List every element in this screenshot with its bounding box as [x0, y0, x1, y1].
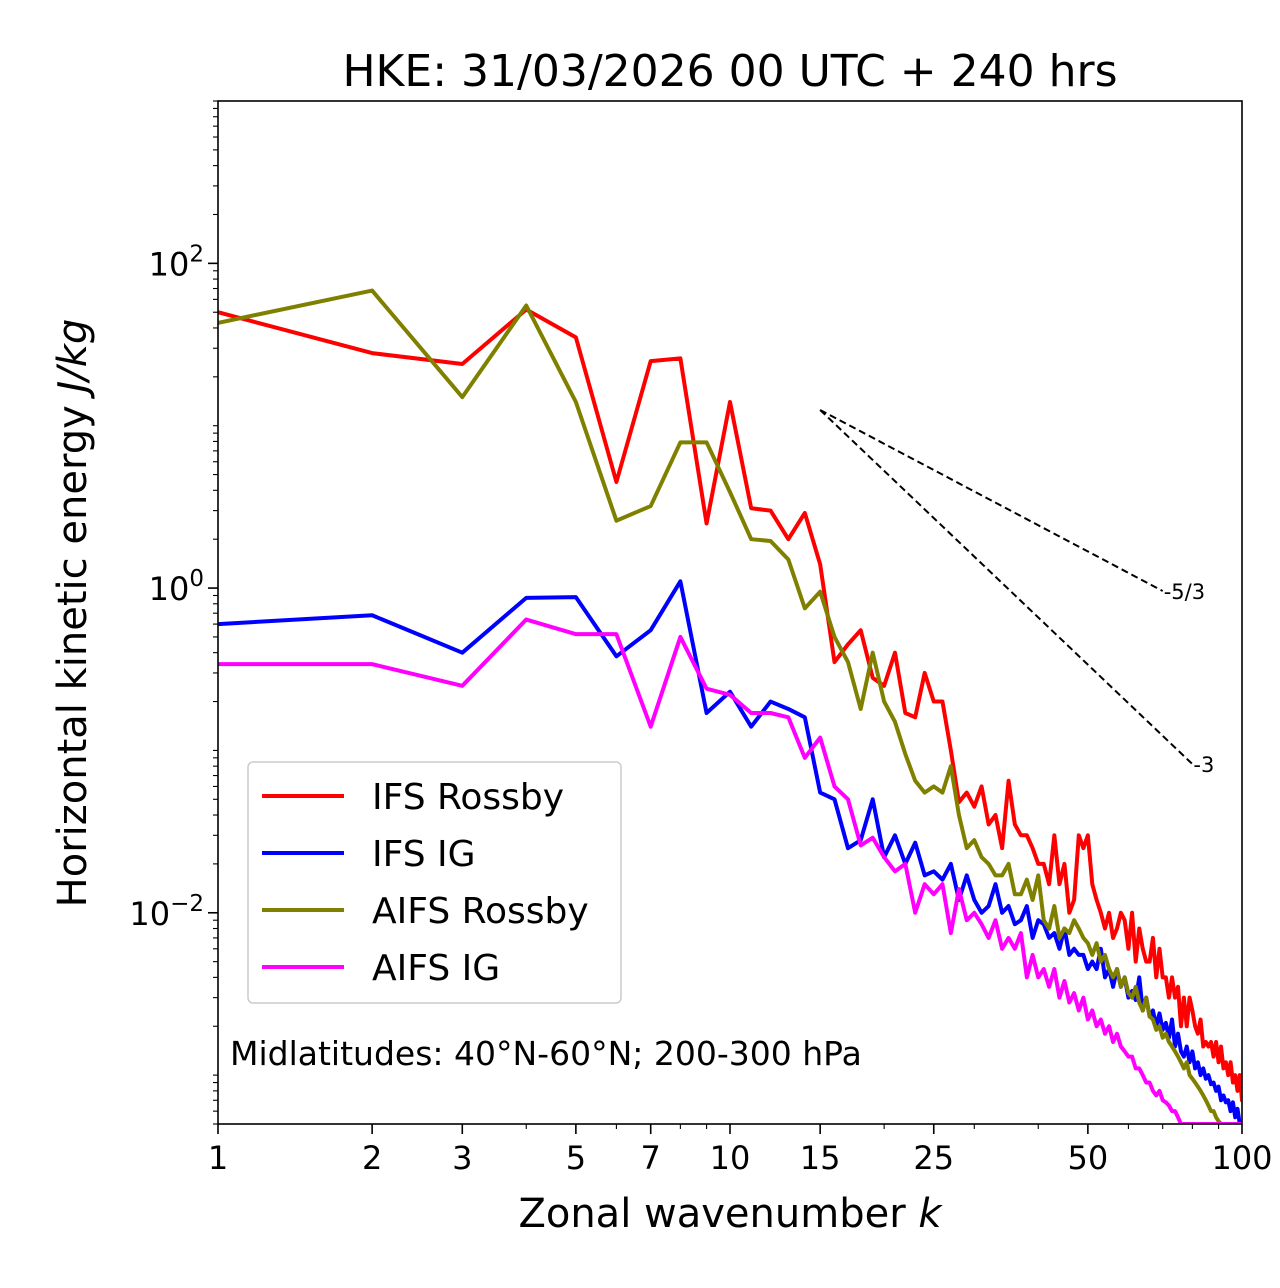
reference-slopes: -5/3 -3 [819, 409, 1214, 777]
y-axis-ticks: 102 100 10−2 [129, 100, 218, 1125]
reference-line-minus-three [819, 409, 1194, 765]
y-tick-label: 102 [149, 241, 204, 283]
x-axis-ticks: 1 2 3 5 7 10 15 25 50 100 [208, 1124, 1273, 1177]
x-tick-label: 25 [913, 1139, 954, 1177]
series-layer [218, 288, 1242, 1124]
y-tick-label: 10−2 [129, 891, 204, 933]
y-tick-label: 100 [149, 566, 204, 608]
legend-label: AIFS Rossby [372, 891, 589, 932]
series-line-aifs-ig [218, 617, 1242, 1124]
x-tick-label: 100 [1211, 1139, 1272, 1177]
y-axis-label: Horizontal kinetic energy J/kg [50, 319, 96, 908]
reference-line-label: -5/3 [1164, 580, 1205, 604]
legend-label: IFS Rossby [372, 777, 564, 818]
legend-label: IFS IG [372, 834, 476, 875]
legend-label: AIFS IG [372, 948, 500, 989]
legend-box [247, 761, 622, 1004]
x-tick-label: 2 [362, 1139, 382, 1177]
chart-title: HKE: 31/03/2026 00 UTC + 240 hrs [342, 46, 1117, 97]
x-tick-label: 7 [641, 1139, 661, 1177]
reference-line-label: -3 [1193, 753, 1214, 777]
series-line-ifs-rossby [218, 307, 1242, 1103]
series-line-ifs-ig [218, 579, 1242, 1124]
x-axis-label: Zonal wavenumber k [518, 1191, 943, 1237]
x-tick-label: 50 [1068, 1139, 1109, 1177]
region-annotation: Midlatitudes: 40°N-60°N; 200-300 hPa [230, 1034, 862, 1073]
x-tick-label: 15 [800, 1139, 841, 1177]
series-line-aifs-rossby [218, 288, 1242, 1124]
x-tick-label: 10 [710, 1139, 751, 1177]
x-tick-label: 5 [566, 1139, 586, 1177]
x-tick-label: 1 [208, 1139, 228, 1177]
x-tick-label: 3 [452, 1139, 472, 1177]
reference-line-minus-five-thirds [819, 409, 1164, 592]
legend: IFS Rossby IFS IG AIFS Rossby AIFS IG [247, 761, 622, 1004]
